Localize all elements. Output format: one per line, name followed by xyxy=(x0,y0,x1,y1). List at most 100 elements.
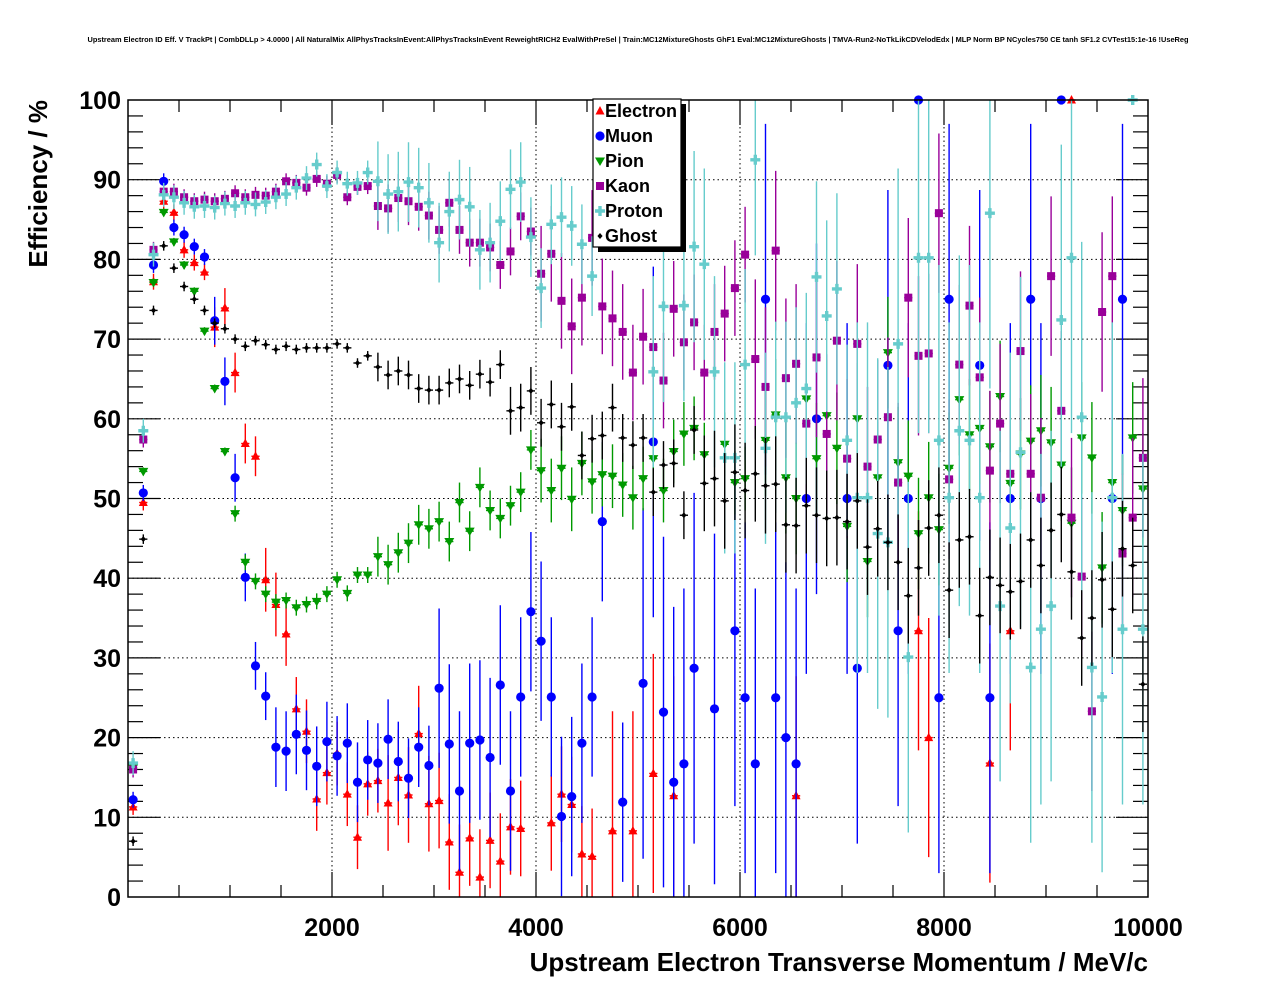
muon-point xyxy=(1026,294,1036,304)
pion-point xyxy=(536,467,547,476)
axes: 2000 4000 6000 8000 10000 0 10 20 30 40 50 60 70 80 90… xyxy=(79,87,1182,942)
pion-point xyxy=(199,327,210,337)
pion-point xyxy=(240,558,251,568)
pion-point xyxy=(148,279,159,288)
proton-point xyxy=(933,435,944,446)
ghost-point xyxy=(242,343,248,350)
proton-point xyxy=(168,192,179,203)
muon-point xyxy=(1117,294,1128,304)
y-tick-label: 90 xyxy=(93,167,121,195)
pion-point xyxy=(495,514,506,524)
proton-point xyxy=(281,189,292,200)
muon-point xyxy=(281,746,291,756)
x-axis-title: Upstream Electron Transverse Momentum / … xyxy=(530,947,1148,977)
proton-point xyxy=(1097,691,1108,702)
ghost-point xyxy=(395,367,401,374)
proton-point xyxy=(148,249,159,260)
proton-point xyxy=(230,201,241,212)
proton-point xyxy=(770,412,781,423)
y-tick-label: 100 xyxy=(79,87,121,115)
proton-point xyxy=(1025,662,1036,673)
muon-point xyxy=(220,376,230,386)
ghost-point xyxy=(1119,545,1126,552)
electron-point xyxy=(434,795,444,805)
muon-point xyxy=(138,488,148,498)
ghost-point xyxy=(824,515,830,522)
ghost-point xyxy=(212,320,218,327)
muon-point xyxy=(740,693,750,703)
ghost-point xyxy=(314,344,320,351)
pion-point xyxy=(260,590,271,600)
muon-point xyxy=(342,738,352,748)
kaon-point xyxy=(608,314,617,323)
pion-point xyxy=(168,238,179,247)
electron-point xyxy=(587,851,597,860)
muon-point xyxy=(291,729,301,740)
proton-point xyxy=(821,310,832,321)
proton-point xyxy=(434,237,445,248)
ghost-point xyxy=(671,460,677,467)
proton-point xyxy=(525,232,536,243)
ghost-point xyxy=(1079,634,1085,641)
ghost-point xyxy=(854,497,860,504)
muon-point xyxy=(454,786,465,796)
data-series xyxy=(128,95,1148,897)
proton-point xyxy=(536,283,547,294)
proton-point xyxy=(587,271,598,282)
muon-point xyxy=(689,663,699,673)
ghost-point xyxy=(569,403,575,410)
pion-point xyxy=(444,538,455,547)
proton-point xyxy=(342,178,353,189)
y-tick-label: 60 xyxy=(93,406,121,434)
muon-point xyxy=(495,680,505,690)
ghost-point xyxy=(232,336,238,343)
proton-point xyxy=(138,425,149,436)
legend-label-proton: Proton xyxy=(605,201,663,221)
muon-point xyxy=(393,756,403,767)
proton-point xyxy=(974,492,985,503)
electron-point xyxy=(495,856,505,865)
electron-legend-icon xyxy=(595,106,605,115)
muon-point xyxy=(322,736,332,747)
proton-point xyxy=(1015,447,1026,458)
muon-point xyxy=(312,761,322,771)
y-tick-label: 70 xyxy=(93,326,121,354)
proton-point xyxy=(750,154,761,165)
electron-point xyxy=(240,438,250,448)
pion-point xyxy=(352,571,363,581)
pion-point xyxy=(1086,454,1097,463)
ghost-point xyxy=(1017,578,1024,585)
ghost-point xyxy=(987,574,993,581)
ghost-point xyxy=(722,497,728,504)
muon-point xyxy=(985,693,995,703)
ghost-point xyxy=(640,434,646,441)
proton-point xyxy=(301,173,312,184)
electron-point xyxy=(179,244,189,254)
ghost-point xyxy=(660,462,667,469)
pion-point xyxy=(678,430,689,439)
muon-point xyxy=(546,692,556,702)
legend-label-muon: Muon xyxy=(605,126,653,146)
x-tick-label: 10000 xyxy=(1113,914,1183,942)
pion-point xyxy=(332,576,343,585)
ghost-point xyxy=(252,337,259,344)
muon-point xyxy=(597,517,607,527)
pion-point xyxy=(464,527,475,537)
pion-point xyxy=(505,502,516,511)
ghost-point xyxy=(436,387,442,394)
proton-point xyxy=(546,219,557,230)
proton-point xyxy=(393,186,404,197)
proton-point xyxy=(556,212,567,223)
muon-point xyxy=(128,795,138,805)
ghost-point xyxy=(701,480,707,487)
muon-point xyxy=(750,759,760,769)
proton-point xyxy=(576,239,587,250)
kaon-point xyxy=(934,209,943,218)
electron-point xyxy=(546,817,556,827)
proton-point xyxy=(1005,522,1016,533)
muon-point xyxy=(363,755,373,765)
proton-point xyxy=(1137,624,1148,635)
proton-point xyxy=(689,241,700,252)
proton-point xyxy=(893,338,904,349)
